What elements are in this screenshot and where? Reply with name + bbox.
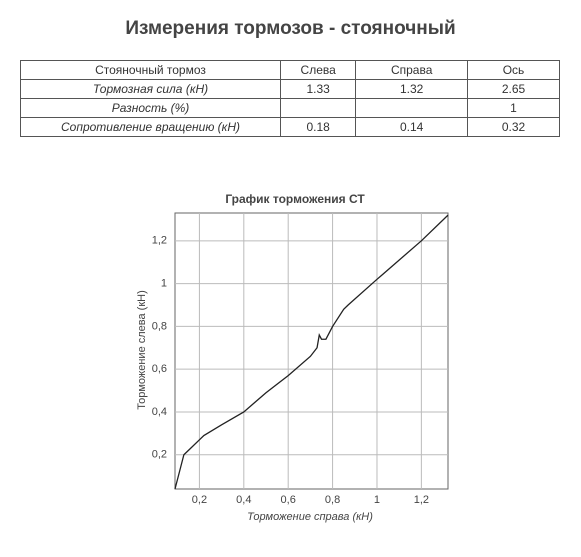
x-axis-label: Торможение справа (кН)	[247, 511, 373, 523]
plot-area	[174, 212, 449, 490]
table-row: Сопротивление вращению (кН) 0.18 0.14 0.32	[19, 117, 560, 137]
page-title: Измерения тормозов - стояночный	[125, 18, 456, 39]
chart-title: График торможения СТ	[225, 192, 365, 206]
brake-table: Стояночный тормоз Слева Справа Ось Тормозная…	[19, 60, 560, 137]
table-cell: Сопротивление вращению (кН)	[19, 117, 282, 137]
table-cell: 0.18	[280, 117, 357, 137]
table-cell: 2.65	[467, 79, 560, 99]
y-tick-label: 0,6	[152, 363, 167, 375]
table-cell: 0.14	[355, 117, 469, 137]
y-tick-label: 0,4	[152, 406, 167, 418]
column-header: Слева	[280, 60, 357, 80]
table-cell: 1.33	[280, 79, 357, 99]
y-tick-label: 0,8	[152, 320, 167, 332]
x-tick-label: 1	[374, 494, 380, 506]
data-line	[174, 214, 449, 490]
y-tick-label: 1,2	[152, 235, 167, 247]
table-cell: 0.32	[467, 117, 560, 137]
y-tick-label: 1	[161, 278, 167, 290]
x-tick-label: 0,4	[236, 494, 251, 506]
x-tick-label: 0,8	[325, 494, 340, 506]
y-tick-label: 0,2	[152, 449, 167, 461]
x-tick-label: 1,2	[414, 494, 429, 506]
y-axis-label: Торможение слева (кН)	[136, 290, 148, 410]
header-row: Стояночный тормоз Слева Справа Ось	[19, 60, 560, 80]
x-tick-label: 0,2	[192, 494, 207, 506]
x-tick-label: 0,6	[281, 494, 296, 506]
